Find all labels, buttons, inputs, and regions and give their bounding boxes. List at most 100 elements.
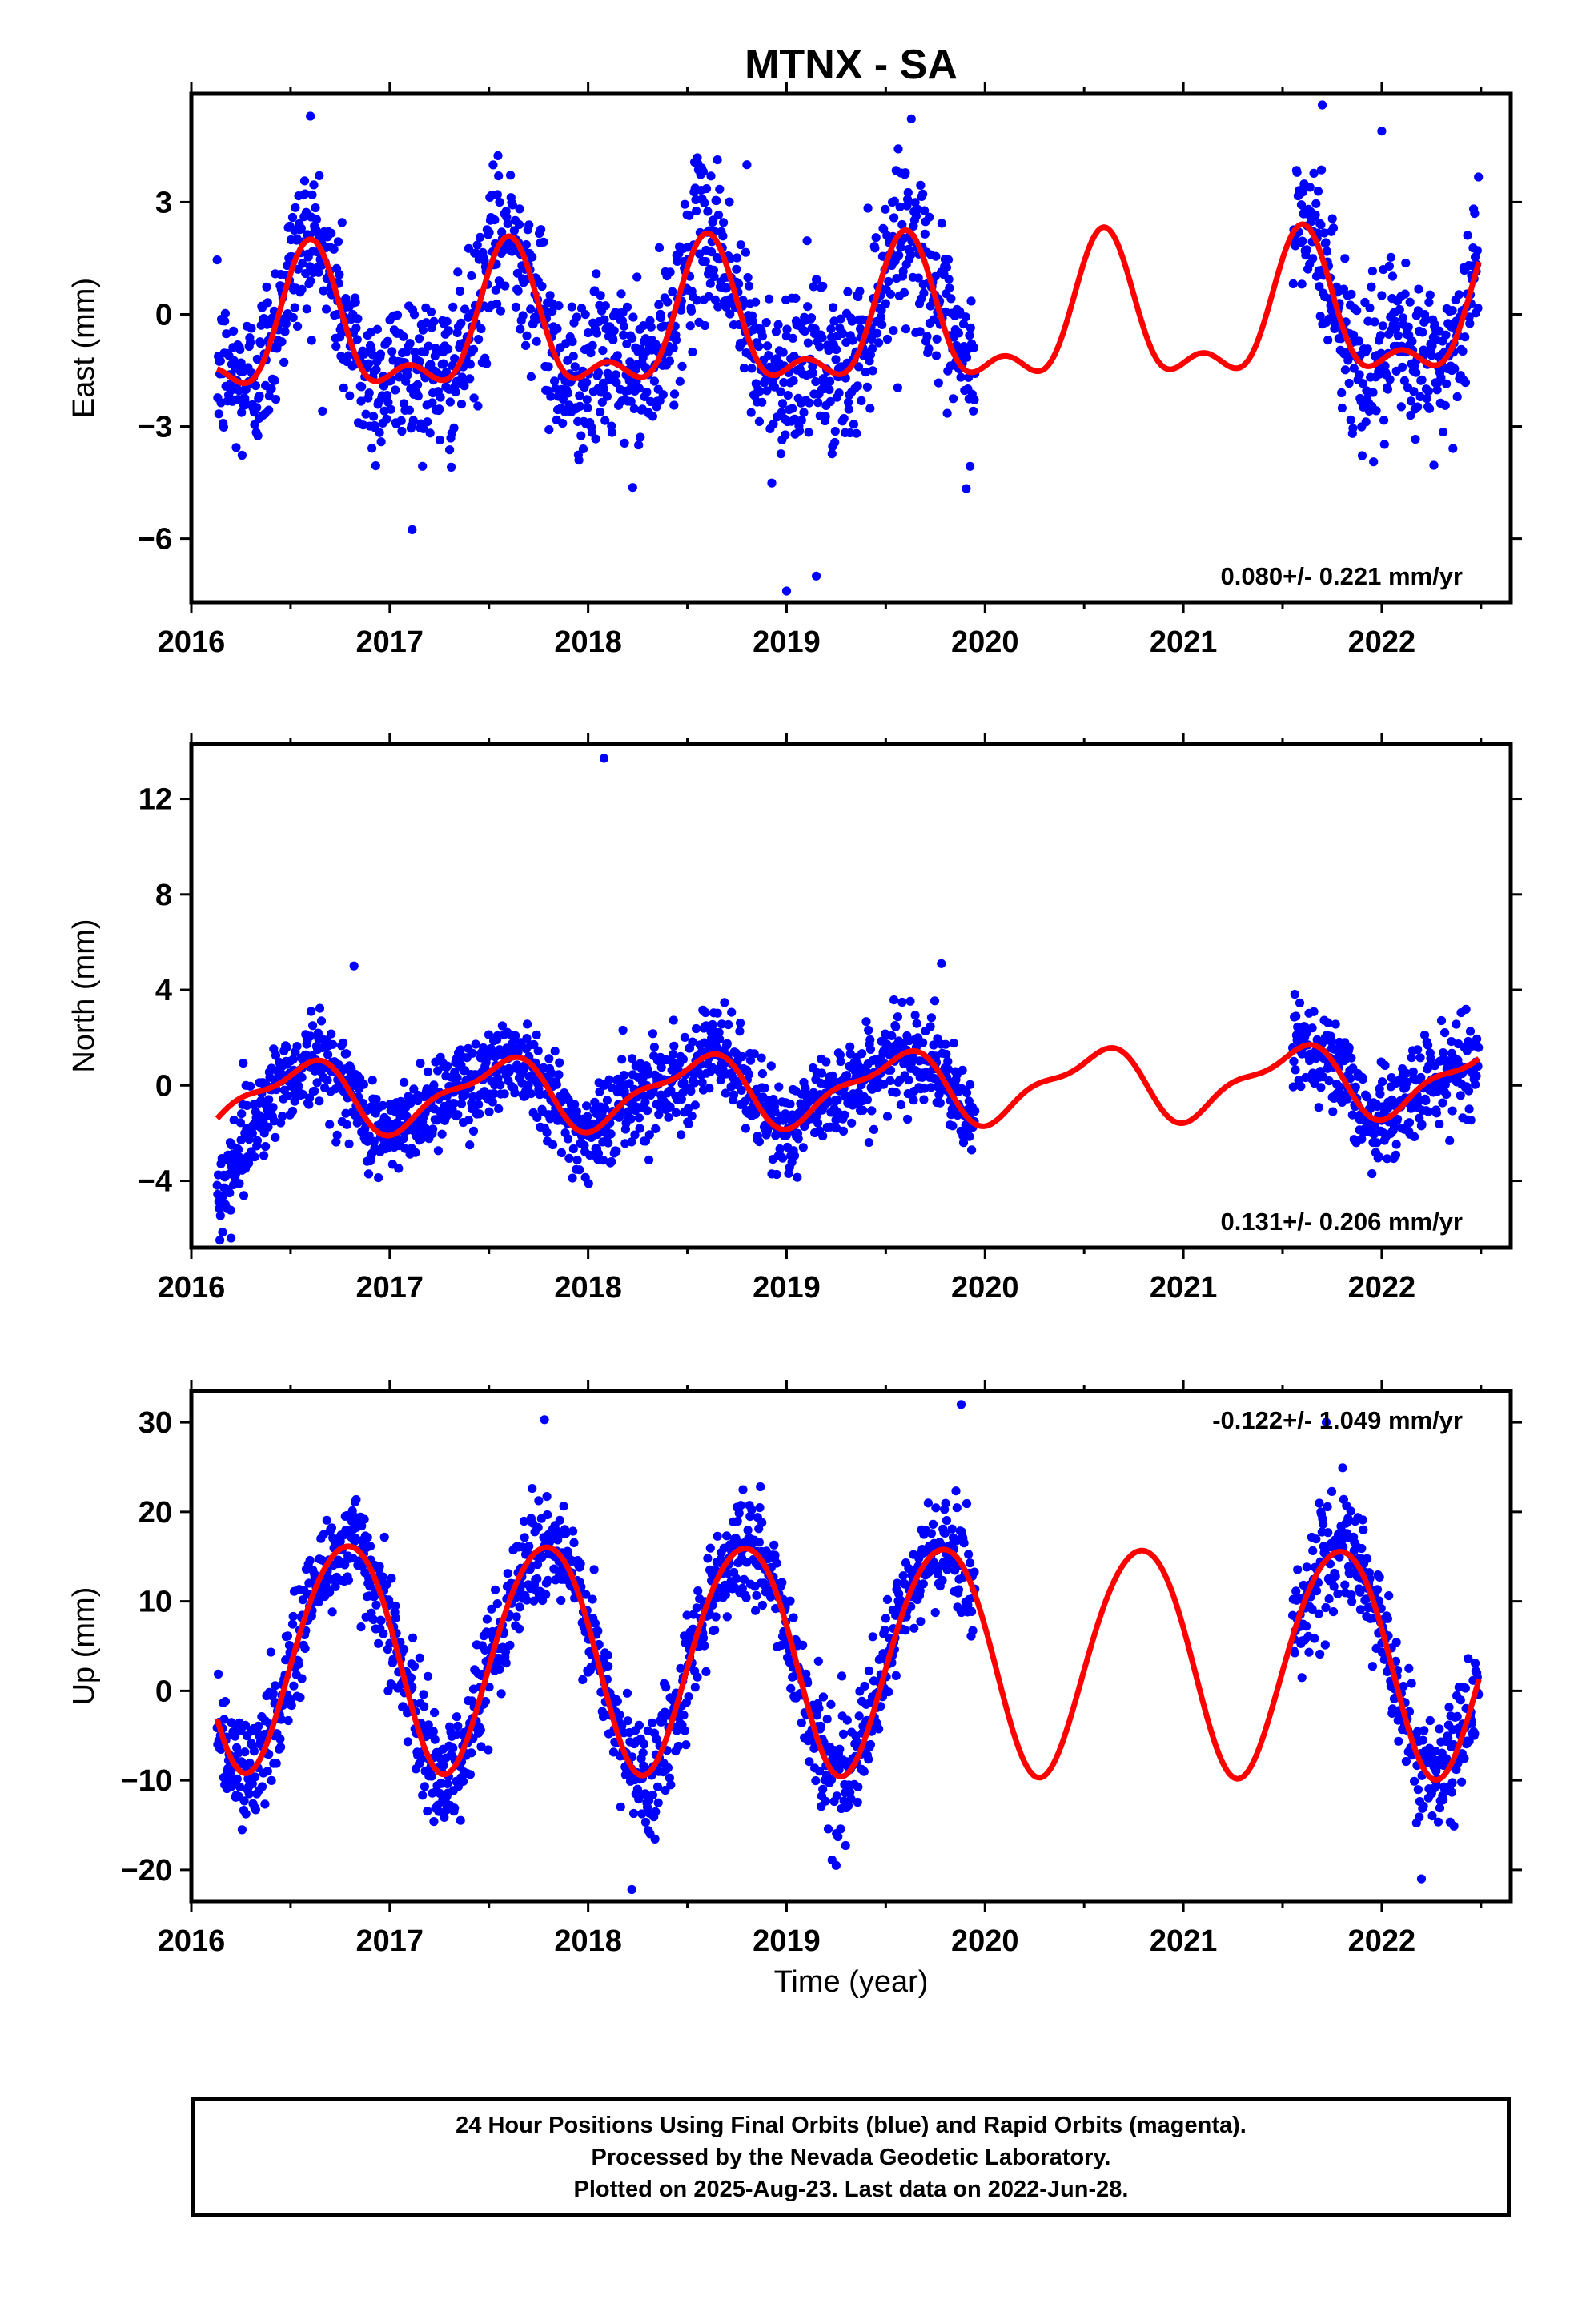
data-point: [879, 1080, 889, 1089]
data-point: [494, 171, 504, 181]
data-point: [744, 1069, 754, 1079]
data-point: [765, 294, 774, 304]
data-point: [1319, 228, 1329, 238]
data-point: [881, 299, 890, 308]
data-point: [1447, 1037, 1456, 1047]
data-point: [543, 1575, 553, 1585]
data-point: [1472, 246, 1482, 255]
data-point: [700, 320, 710, 331]
data-point: [654, 300, 664, 309]
data-point: [757, 1069, 768, 1079]
data-point-outlier: [812, 571, 821, 581]
data-point: [416, 1059, 425, 1068]
data-point: [627, 1137, 636, 1147]
y-axis-label: East (mm): [67, 278, 101, 418]
data-point: [891, 1671, 901, 1680]
data-point: [771, 327, 781, 336]
data-point: [476, 324, 486, 334]
data-point: [1297, 279, 1307, 289]
data-point: [443, 1061, 452, 1071]
data-point: [1308, 254, 1318, 263]
data-point: [1435, 1120, 1444, 1129]
data-point: [467, 1748, 476, 1758]
data-point: [363, 359, 374, 368]
data-point: [345, 391, 355, 400]
data-point: [958, 320, 969, 329]
data-point: [220, 1697, 230, 1707]
data-point: [241, 1809, 251, 1819]
data-point: [653, 1798, 663, 1807]
data-point: [656, 313, 666, 323]
data-point: [1405, 297, 1415, 307]
data-point: [862, 382, 872, 392]
data-point: [891, 1022, 901, 1031]
data-point: [749, 1049, 759, 1059]
data-point: [1440, 400, 1450, 410]
data-point: [715, 184, 725, 194]
data-point: [374, 1173, 383, 1183]
data-point: [761, 318, 771, 328]
data-point: [1346, 415, 1355, 425]
data-point: [453, 1721, 463, 1731]
data-point: [505, 1640, 515, 1650]
data-point: [495, 197, 504, 207]
data-point: [524, 1080, 533, 1090]
data-point: [383, 391, 392, 400]
data-point: [292, 1042, 302, 1051]
data-point: [734, 1508, 744, 1518]
data-point: [255, 391, 264, 401]
data-point: [254, 1721, 263, 1731]
data-point: [777, 1578, 787, 1587]
data-point: [870, 243, 880, 253]
data-point: [1411, 435, 1420, 444]
data-point: [690, 1683, 700, 1692]
data-point: [379, 1629, 388, 1638]
data-point: [606, 1129, 616, 1139]
data-point: [460, 381, 469, 391]
data-point: [367, 444, 377, 453]
data-point: [733, 1517, 742, 1526]
data-point: [599, 1156, 608, 1165]
data-point: [737, 1051, 747, 1062]
data-point: [323, 1076, 332, 1085]
data-point: [1387, 271, 1398, 281]
data-point: [822, 1715, 832, 1724]
data-point: [549, 1564, 559, 1574]
data-point: [1314, 1103, 1323, 1112]
data-point: [1375, 331, 1386, 340]
data-point: [1328, 1107, 1338, 1116]
data-point: [954, 1585, 963, 1594]
data-point: [476, 1742, 486, 1751]
data-point-outlier: [306, 111, 315, 121]
data-point: [897, 997, 907, 1007]
data-point: [276, 1743, 286, 1752]
data-point: [509, 246, 519, 255]
data-point: [906, 250, 916, 259]
data-point: [468, 344, 479, 354]
data-point: [867, 335, 877, 344]
data-point: [298, 259, 307, 268]
data-point: [369, 1136, 379, 1146]
data-point: [331, 1137, 341, 1147]
data-point: [246, 1081, 255, 1091]
data-point: [257, 1782, 267, 1791]
data-point: [583, 1112, 592, 1121]
data-point: [487, 1604, 496, 1614]
data-point: [391, 1613, 400, 1622]
data-point: [889, 995, 899, 1005]
data-point: [741, 1593, 751, 1602]
data-point: [913, 273, 923, 283]
data-point: [1406, 396, 1416, 406]
data-point: [877, 320, 887, 329]
data-point: [853, 1782, 863, 1791]
data-point: [1458, 347, 1468, 356]
data-point: [1385, 375, 1395, 384]
y-axis-label: North (mm): [67, 919, 101, 1072]
data-point: [299, 176, 310, 186]
data-point: [1347, 289, 1356, 299]
data-point: [673, 256, 682, 266]
data-point: [671, 336, 681, 345]
data-point: [351, 297, 360, 307]
data-point: [837, 1671, 847, 1681]
data-point: [1289, 1056, 1299, 1066]
